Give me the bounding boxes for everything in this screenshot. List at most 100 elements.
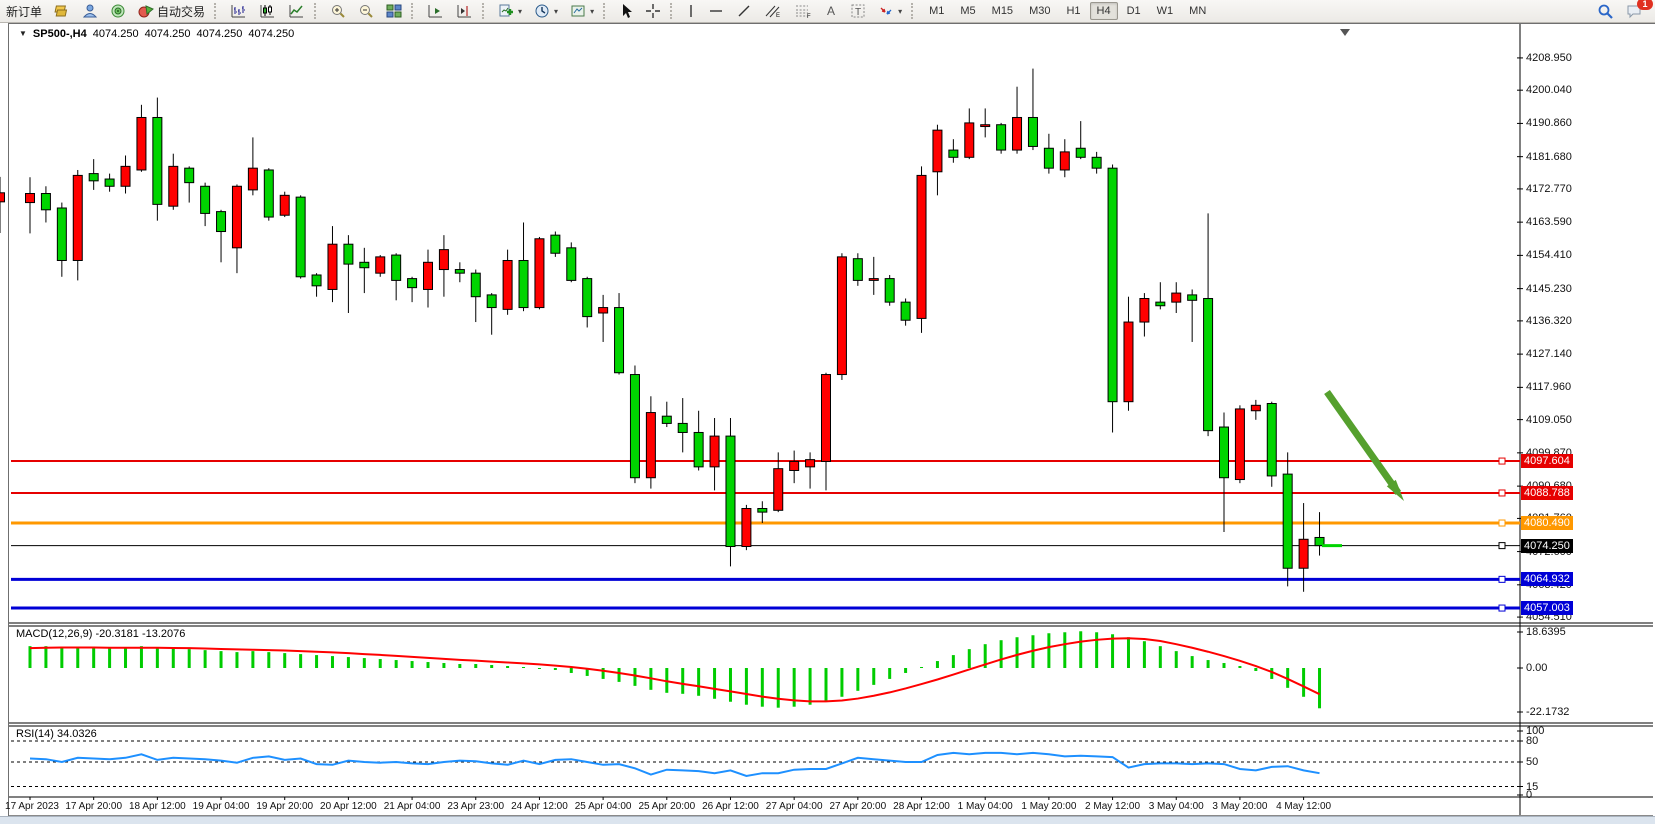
candle[interactable]: [566, 247, 577, 281]
candle[interactable]: [1266, 403, 1277, 477]
candle[interactable]: [343, 243, 354, 265]
candle[interactable]: [789, 460, 800, 471]
timeframe-m1[interactable]: M1: [922, 2, 951, 20]
candle[interactable]: [136, 116, 147, 171]
candle[interactable]: [868, 278, 879, 281]
candle[interactable]: [40, 193, 51, 211]
arrows-button[interactable]: ▾: [873, 1, 907, 21]
candle[interactable]: [1171, 292, 1182, 303]
line-handle[interactable]: [1498, 489, 1506, 497]
timeframe-m5[interactable]: M5: [953, 2, 982, 20]
candle[interactable]: [391, 254, 402, 281]
candle[interactable]: [0, 192, 5, 203]
candle[interactable]: [1282, 473, 1293, 569]
candle[interactable]: [327, 243, 338, 290]
candle[interactable]: [614, 307, 625, 374]
line-handle[interactable]: [1498, 604, 1506, 612]
dropdown-caret-icon[interactable]: ▾: [554, 6, 559, 16]
candle[interactable]: [1203, 298, 1214, 432]
candle[interactable]: [295, 196, 306, 278]
indicators-button[interactable]: ▾: [493, 1, 527, 21]
layers-button[interactable]: [49, 1, 75, 21]
candle[interactable]: [1234, 408, 1245, 481]
candle[interactable]: [836, 256, 847, 376]
timeframe-m15[interactable]: M15: [985, 2, 1020, 20]
bar-chart-button[interactable]: [225, 1, 252, 21]
line-handle[interactable]: [1498, 575, 1506, 583]
candle[interactable]: [661, 415, 672, 424]
chart-shift-button[interactable]: [451, 1, 478, 21]
candle[interactable]: [470, 272, 481, 298]
candle[interactable]: [916, 174, 927, 319]
candle[interactable]: [56, 207, 67, 261]
text-button[interactable]: A: [819, 1, 843, 21]
candle-chart-button[interactable]: [254, 1, 281, 21]
cursor-button[interactable]: [614, 1, 638, 21]
profile-button[interactable]: [77, 1, 103, 21]
timeframe-mn[interactable]: MN: [1182, 2, 1213, 20]
candle[interactable]: [120, 165, 131, 187]
candle[interactable]: [1187, 294, 1198, 301]
candle[interactable]: [1250, 404, 1261, 412]
crosshair-button[interactable]: [640, 1, 666, 21]
dropdown-caret-icon[interactable]: ▾: [518, 6, 523, 16]
templates-button[interactable]: ▾: [565, 1, 599, 21]
line-handle[interactable]: [1498, 542, 1506, 550]
candle[interactable]: [88, 173, 99, 182]
candle[interactable]: [1107, 167, 1118, 403]
trend-arrow-annotation[interactable]: [1324, 389, 1402, 495]
candle[interactable]: [200, 185, 211, 214]
candle[interactable]: [486, 294, 497, 309]
candle[interactable]: [741, 508, 752, 548]
candle[interactable]: [1123, 321, 1134, 403]
zoom-in-button[interactable]: [325, 1, 351, 21]
candle[interactable]: [1075, 147, 1086, 158]
candle[interactable]: [311, 274, 322, 287]
candle[interactable]: [1219, 426, 1229, 479]
candle[interactable]: [534, 238, 545, 309]
candle[interactable]: [502, 259, 513, 310]
candle[interactable]: [884, 278, 895, 303]
candle[interactable]: [216, 211, 227, 233]
candle[interactable]: [454, 269, 465, 274]
line-handle[interactable]: [1498, 457, 1506, 465]
candle[interactable]: [645, 412, 656, 479]
chevron-down-icon[interactable]: ▼: [19, 29, 27, 38]
new-order-button[interactable]: 新订单: [1, 1, 47, 22]
candle[interactable]: [438, 249, 449, 271]
candle[interactable]: [980, 124, 991, 128]
timeframe-d1[interactable]: D1: [1120, 2, 1148, 20]
zoom-out-button[interactable]: [353, 1, 379, 21]
candle[interactable]: [757, 508, 768, 513]
trendline-button[interactable]: [731, 1, 757, 21]
candle[interactable]: [25, 193, 35, 204]
candle[interactable]: [263, 169, 274, 218]
timeframe-m30[interactable]: M30: [1022, 2, 1057, 20]
search-button[interactable]: [1592, 1, 1619, 22]
candle[interactable]: [1298, 538, 1309, 569]
autotrade-button[interactable]: 自动交易: [133, 1, 210, 22]
chart-shift-marker-icon[interactable]: [1340, 29, 1350, 36]
candle[interactable]: [725, 435, 736, 548]
chat-button[interactable]: 1: [1621, 0, 1653, 21]
candle[interactable]: [550, 234, 561, 254]
candle[interactable]: [518, 259, 529, 309]
candle[interactable]: [1043, 147, 1054, 169]
candle[interactable]: [231, 185, 242, 249]
timeframe-w1[interactable]: W1: [1150, 2, 1181, 20]
candle[interactable]: [582, 278, 593, 318]
candle[interactable]: [773, 468, 784, 511]
auto-scroll-button[interactable]: [422, 1, 449, 21]
candle[interactable]: [709, 435, 720, 468]
candle[interactable]: [423, 261, 433, 290]
candle[interactable]: [805, 459, 816, 468]
dropdown-caret-icon[interactable]: ▾: [898, 6, 903, 16]
chart-window[interactable]: ▼ SP500-,H4 4074.250 4074.250 4074.250 4…: [8, 23, 1655, 818]
candle[interactable]: [852, 258, 863, 281]
candle[interactable]: [1027, 116, 1038, 147]
candle[interactable]: [948, 149, 959, 158]
candle[interactable]: [184, 167, 195, 184]
candle[interactable]: [693, 431, 704, 468]
fibonacci-button[interactable]: F: [789, 1, 817, 21]
timeframe-h4[interactable]: H4: [1089, 2, 1118, 20]
